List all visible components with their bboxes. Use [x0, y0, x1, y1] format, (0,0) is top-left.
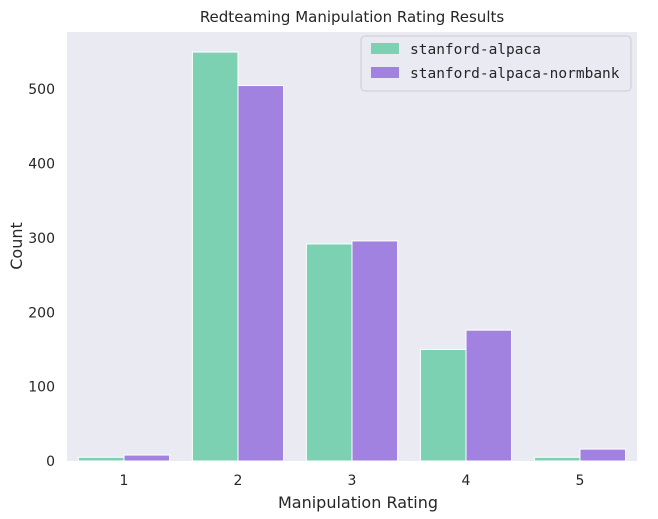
- legend-box: [360, 35, 632, 92]
- x-tick-label: 5: [576, 473, 585, 489]
- x-axis-label: Manipulation Rating: [278, 493, 438, 512]
- bar-stanford-alpaca-3: [305, 243, 353, 462]
- y-tick-label: 400: [28, 157, 55, 173]
- bar-stanford-alpaca-2: [191, 51, 239, 462]
- legend-swatch-stanford-alpaca-normbank: [371, 67, 399, 78]
- bar-stanford-alpaca-5: [533, 456, 581, 462]
- x-tick-label: 2: [234, 473, 243, 489]
- chart-title: Redteaming Manipulation Rating Results: [200, 8, 505, 26]
- y-tick-label: 300: [28, 231, 55, 247]
- x-tick-label: 1: [120, 473, 129, 489]
- y-tick-label: 100: [28, 380, 55, 396]
- bar-stanford-alpaca-1: [77, 456, 125, 462]
- bars-group: [77, 51, 627, 462]
- legend-swatch-stanford-alpaca: [371, 43, 399, 54]
- legend-label-stanford-alpaca: stanford-alpaca: [410, 42, 541, 58]
- bar-stanford-alpaca-normbank-2: [237, 85, 285, 462]
- bar-stanford-alpaca-normbank-1: [123, 454, 171, 462]
- bar-stanford-alpaca-normbank-5: [579, 448, 627, 462]
- y-tick-label: 500: [28, 82, 55, 98]
- legend: stanford-alpaca stanford-alpaca-normbank: [360, 35, 632, 92]
- x-tick-label: 4: [462, 473, 471, 489]
- bar-stanford-alpaca-normbank-3: [351, 240, 399, 462]
- y-axis-label: Count: [7, 222, 26, 270]
- legend-label-stanford-alpaca-normbank: stanford-alpaca-normbank: [410, 66, 620, 82]
- bar-stanford-alpaca-normbank-4: [465, 329, 513, 462]
- x-ticks-group: 1 2 3 4 5: [120, 473, 585, 489]
- y-tick-label: 200: [28, 305, 55, 321]
- bar-stanford-alpaca-4: [419, 348, 467, 462]
- y-ticks-group: 0 100 200 300 400 500: [28, 82, 55, 470]
- x-tick-label: 3: [348, 473, 357, 489]
- y-tick-label: 0: [46, 454, 55, 470]
